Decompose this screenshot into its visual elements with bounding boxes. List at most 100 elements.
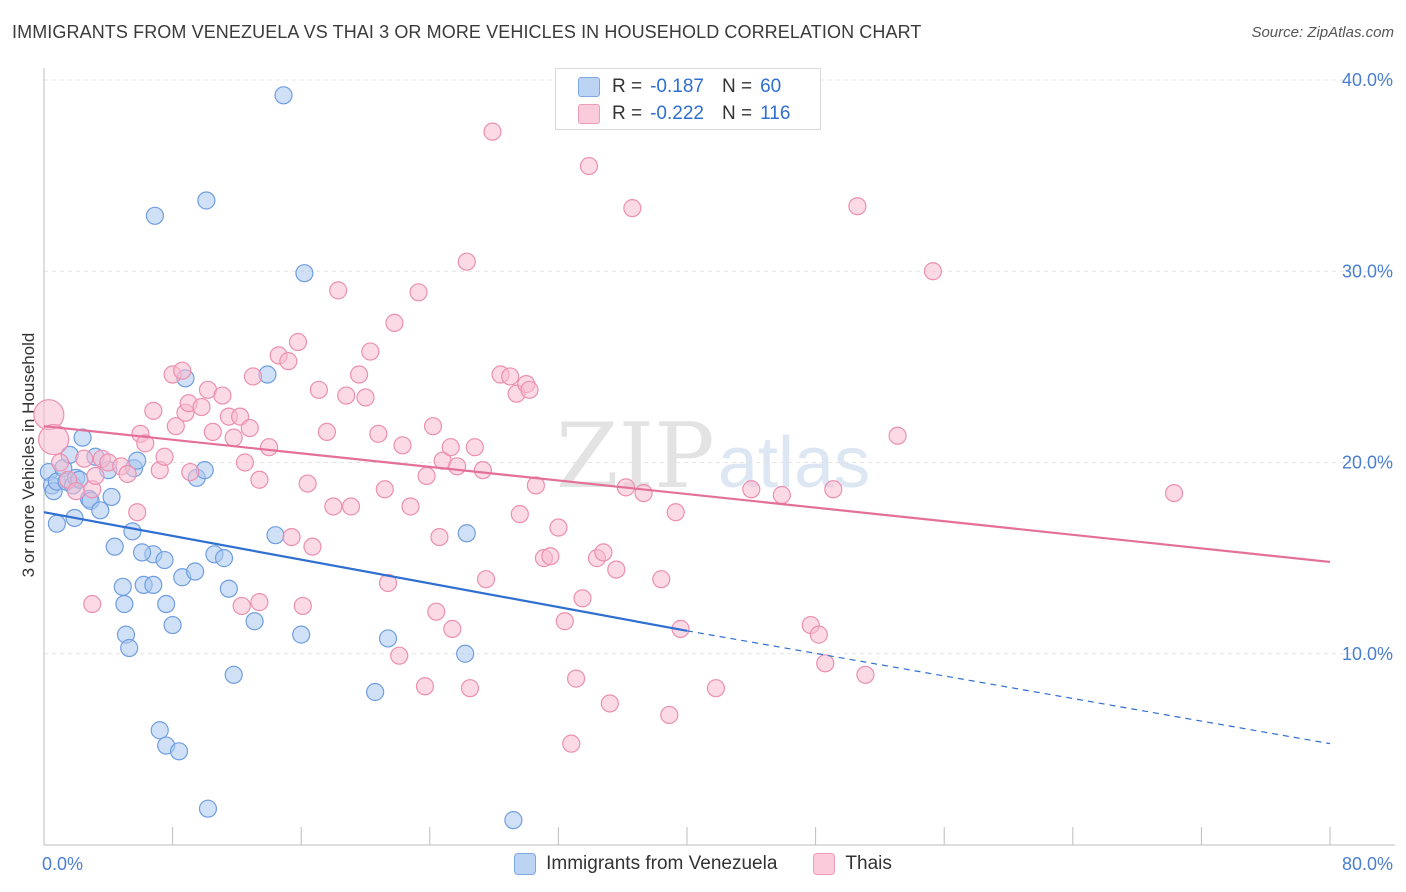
thais-point bbox=[86, 466, 105, 485]
venezuela-point bbox=[219, 579, 238, 598]
thais-point bbox=[824, 480, 843, 499]
thais-point bbox=[243, 367, 263, 386]
thais-point bbox=[83, 594, 102, 614]
venezuela-point bbox=[115, 594, 134, 614]
thais-point bbox=[1164, 484, 1184, 503]
axes bbox=[43, 68, 1395, 846]
thais-point bbox=[378, 573, 398, 593]
thais-point bbox=[573, 589, 592, 608]
thais-point bbox=[443, 619, 462, 638]
venezuela-point bbox=[504, 811, 523, 830]
legend-row-venezuela: R = -0.187 N = 60 bbox=[578, 75, 781, 99]
thais-point bbox=[192, 397, 211, 417]
thais-point bbox=[259, 438, 279, 457]
legend-label-venezuela: Immigrants from Venezuela bbox=[546, 853, 778, 874]
thais-point bbox=[250, 593, 269, 612]
thais-point bbox=[166, 417, 185, 436]
thais-point bbox=[816, 654, 835, 673]
venezuela-point bbox=[378, 629, 398, 648]
thais-point bbox=[50, 453, 70, 472]
trend-line-venezuela bbox=[43, 511, 688, 632]
thais-point bbox=[303, 537, 322, 556]
thais-point bbox=[155, 447, 174, 466]
thais-point bbox=[555, 612, 574, 631]
thais-point bbox=[441, 438, 460, 457]
thais-point bbox=[541, 547, 560, 566]
venezuela-point bbox=[214, 549, 234, 568]
thais-point bbox=[923, 262, 943, 281]
legend-swatch-pink bbox=[813, 853, 836, 875]
thais-point bbox=[361, 342, 380, 361]
venezuela-point bbox=[144, 575, 163, 595]
venezuela-point bbox=[186, 562, 205, 581]
thais-point bbox=[430, 527, 449, 547]
thais-point bbox=[324, 497, 343, 516]
thais-point bbox=[240, 418, 259, 438]
legend-swatch-pink bbox=[578, 104, 600, 124]
series-legend: Immigrants from Venezuela Thais bbox=[0, 851, 1406, 877]
thais-point bbox=[181, 462, 200, 482]
venezuela-point bbox=[102, 487, 121, 507]
thais-point bbox=[136, 434, 155, 453]
thais-point bbox=[526, 476, 545, 495]
thais-point bbox=[465, 438, 484, 457]
venezuela-point bbox=[245, 612, 264, 631]
thais-point bbox=[427, 602, 446, 621]
thais-point bbox=[660, 705, 679, 725]
thais-point bbox=[483, 122, 502, 141]
venezuela-point bbox=[113, 577, 132, 596]
y-tick-labels: 10.0% 20.0% 30.0% 40.0% bbox=[1342, 70, 1393, 664]
thais-point bbox=[385, 313, 404, 332]
thais-point bbox=[144, 401, 163, 420]
y-axis-label: 3 or more Vehicles in Household bbox=[19, 333, 38, 578]
thais-point bbox=[203, 422, 222, 441]
x-tick-labels: 0.0% 80.0% bbox=[42, 854, 1393, 874]
thais-point bbox=[317, 422, 337, 441]
chart-title: IMMIGRANTS FROM VENEZUELA VS THAI 3 OR M… bbox=[12, 22, 922, 42]
thais-point bbox=[549, 518, 568, 537]
venezuela-point bbox=[155, 550, 174, 570]
thais-point bbox=[375, 480, 394, 499]
thais-point bbox=[356, 388, 375, 407]
thais-point bbox=[856, 665, 875, 684]
legend-r-value: -0.222 bbox=[650, 103, 704, 124]
thais-point bbox=[448, 457, 467, 476]
thais-point bbox=[232, 596, 251, 616]
thais-point bbox=[38, 423, 70, 456]
thais-point bbox=[409, 283, 428, 302]
thais-point bbox=[235, 453, 255, 472]
y-tick-label: 10.0% bbox=[1342, 644, 1393, 664]
venezuela-point bbox=[105, 537, 124, 556]
thais-point bbox=[390, 646, 409, 665]
thais-point bbox=[666, 503, 685, 522]
thais-point bbox=[415, 677, 435, 696]
y-tick-label: 30.0% bbox=[1342, 261, 1393, 281]
venezuela-point bbox=[198, 799, 218, 818]
venezuela-point bbox=[274, 86, 293, 105]
venezuela-point bbox=[120, 638, 139, 658]
thais-point bbox=[250, 470, 269, 489]
venezuela-point bbox=[169, 742, 189, 761]
thais-point bbox=[369, 424, 388, 443]
trend-line-venezuela-extension bbox=[686, 630, 1331, 745]
legend-item-thais: Thais bbox=[813, 853, 892, 875]
thais-point bbox=[309, 380, 328, 399]
thais-point bbox=[279, 352, 298, 371]
venezuela-point bbox=[456, 644, 475, 663]
legend-item-venezuela: Immigrants from Venezuela bbox=[514, 853, 777, 875]
trend-line-thais bbox=[43, 425, 1331, 564]
thais-point bbox=[510, 505, 529, 524]
thais-point bbox=[476, 570, 496, 589]
legend-r-value: -0.187 bbox=[650, 76, 704, 97]
legend-label-thais: Thais bbox=[845, 853, 892, 874]
x-tick-label: 0.0% bbox=[42, 854, 83, 874]
thais-point bbox=[213, 386, 232, 405]
venezuela-point bbox=[224, 665, 243, 684]
venezuela-point bbox=[123, 522, 142, 541]
venezuela-point bbox=[145, 206, 165, 225]
legend-row-thais: R = -0.222 N = 116 bbox=[578, 102, 790, 126]
venezuela-point bbox=[128, 451, 147, 470]
thais-point bbox=[566, 669, 586, 688]
venezuela-point bbox=[163, 615, 182, 635]
